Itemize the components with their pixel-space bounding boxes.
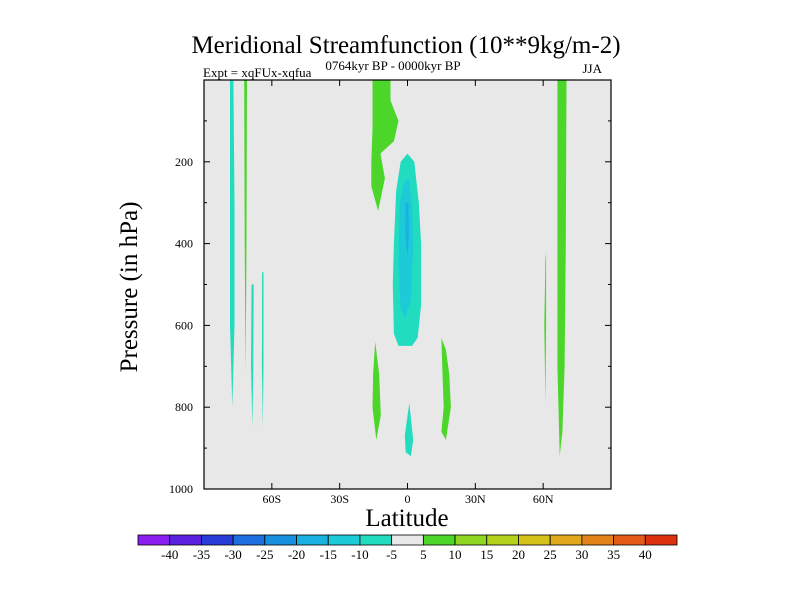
colorbar-label: -25 (256, 547, 273, 562)
y-tick-label: 1000 (169, 482, 193, 496)
colorbar-label: -35 (193, 547, 210, 562)
colorbar-swatch (296, 534, 329, 546)
colorbar-label: 30 (575, 547, 588, 562)
contour-blob-neg-68s (251, 284, 254, 428)
experiment-label: Expt = xqFUx-xqfua (203, 65, 312, 80)
contour-blob-pos-68n (557, 80, 567, 457)
colorbar-swatch (264, 534, 297, 546)
y-tick-label: 200 (175, 155, 193, 169)
contour-blob-neg-equator-inner (398, 178, 414, 318)
contour-blob-neg-1s-lower (404, 403, 414, 457)
y-tick-label: 600 (175, 318, 193, 332)
colorbar: -40 -35 -30 -25 -20 -15 -10 -5 5 10 15 20 25 30 35 40 (137, 534, 678, 562)
colorbar-swatch (549, 534, 583, 546)
colorbar-swatch (644, 534, 678, 546)
contour-blob-neg-75s (230, 80, 235, 408)
contour-blob-pos-15s-upper (371, 80, 399, 211)
x-tick-label: 30N (465, 492, 486, 506)
colorbar-label: -40 (161, 547, 178, 562)
colorbar-label: 20 (512, 547, 525, 562)
colorbar-swatch (169, 534, 202, 546)
y-tick-label: 800 (175, 400, 193, 414)
colorbar-swatch (137, 534, 171, 546)
colorbar-swatch (581, 534, 614, 546)
x-axis-label: Latitude (365, 505, 448, 532)
y-tick-label: 400 (175, 237, 193, 251)
colorbar-label: 25 (544, 547, 557, 562)
colorbar-label: 35 (607, 547, 620, 562)
contour-blob-pos-15s-lower (372, 341, 381, 440)
colorbar-label: -5 (386, 547, 397, 562)
colorbar-label: -10 (351, 547, 368, 562)
x-tick-label: 60N (533, 492, 554, 506)
contour-blob-pos-61n (544, 251, 547, 404)
colorbar-swatch (518, 534, 551, 546)
season-label: JJA (582, 61, 602, 76)
contour-blob-pos-71s (244, 80, 247, 375)
colorbar-label: 40 (639, 547, 652, 562)
x-tick-label: 60S (262, 492, 281, 506)
colorbar-label: -30 (224, 547, 241, 562)
colorbar-swatch (232, 534, 266, 546)
plot-area: 60S 30S 0 30N 60N 200 400 600 800 1000 (169, 79, 612, 506)
x-tick-label: 30S (330, 492, 349, 506)
colorbar-swatch (486, 534, 519, 546)
colorbar-label: -20 (288, 547, 305, 562)
colorbar-swatch (327, 534, 361, 546)
colorbar-swatch (391, 534, 424, 546)
time-range-label: 0764kyr BP - 0000kyr BP (325, 58, 460, 73)
colorbar-label: 15 (480, 547, 493, 562)
x-tick-label: 0 (405, 492, 411, 506)
contour-blob-pos-16n (441, 337, 451, 440)
contour-blob-neg-64s (261, 272, 264, 428)
colorbar-label: -15 (320, 547, 337, 562)
colorbar-swatch (201, 534, 234, 546)
colorbar-swatch (454, 534, 488, 546)
colorbar-label: 5 (420, 547, 427, 562)
colorbar-swatch (422, 534, 456, 546)
y-axis-label: Pressure (in hPa) (116, 202, 143, 373)
chart-title: Meridional Streamfunction (10**9kg/m-2) (191, 32, 620, 59)
colorbar-swatch (359, 534, 393, 546)
colorbar-label: 10 (449, 547, 462, 562)
contour-blob-neg-equator-deep (405, 202, 409, 256)
colorbar-swatch (613, 534, 646, 546)
